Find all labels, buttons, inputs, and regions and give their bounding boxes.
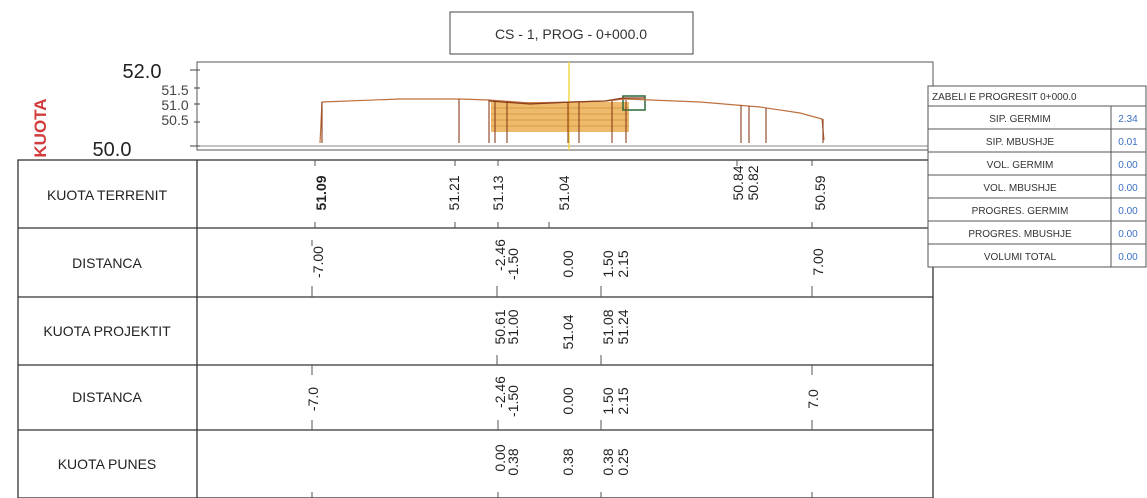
row-values-kuota-terrenit: 51.09 51.21 51.13 51.04 50.84 50.82 50.5… bbox=[313, 165, 828, 210]
cell-value: 2.15 bbox=[615, 387, 631, 414]
summary-table: ZABELI E PROGRESIT 0+000.0 SIP. GERMIM S… bbox=[927, 85, 1147, 268]
row-label-kuota-terrenit: KUOTA TERRENIT bbox=[47, 187, 168, 203]
profile-plot: 52.0 50.0 51.5 51.0 50.5 KUOTA bbox=[31, 61, 934, 161]
cell-value: 2.15 bbox=[615, 250, 631, 277]
summary-label: SIP. MBUSHJE bbox=[986, 137, 1054, 148]
elev-label-510: 51.0 bbox=[161, 97, 188, 113]
cell-value: 50.61 bbox=[492, 309, 508, 344]
row-label-distanca: DISTANCA bbox=[72, 255, 142, 271]
summary-value: 0.00 bbox=[1118, 160, 1138, 171]
cell-value: 1.50 bbox=[600, 387, 616, 414]
cell-value: 0.38 bbox=[560, 448, 576, 475]
row-label-kuota-punes: KUOTA PUNES bbox=[58, 456, 157, 472]
cell-value: 51.00 bbox=[505, 309, 521, 344]
cell-value: 0.25 bbox=[615, 448, 631, 475]
cell-value: -2.46 bbox=[492, 376, 508, 408]
summary-value: 0.00 bbox=[1118, 183, 1138, 194]
cell-value: 7.00 bbox=[810, 248, 826, 275]
cell-value: 50.84 bbox=[730, 165, 746, 200]
cell-value: -1.50 bbox=[505, 248, 521, 280]
cell-value: 1.50 bbox=[600, 250, 616, 277]
row-values-kuota-projektit: 50.61 51.00 51.04 51.08 51.24 bbox=[492, 309, 631, 349]
elev-label-50: 50.0 bbox=[93, 139, 132, 161]
row-label-distanca-2: DISTANCA bbox=[72, 389, 142, 405]
cell-value: 0.38 bbox=[505, 448, 521, 475]
summary-value: 0.00 bbox=[1118, 206, 1138, 217]
cell-value: 0.00 bbox=[492, 444, 508, 471]
cell-value: -7.00 bbox=[310, 246, 326, 278]
elev-label-505: 50.5 bbox=[161, 112, 188, 128]
cell-value: 7.0 bbox=[805, 389, 821, 409]
cell-value: 0.00 bbox=[560, 387, 576, 414]
summary-value: 0.00 bbox=[1118, 252, 1138, 263]
data-table: KUOTA TERRENIT DISTANCA KUOTA PROJEKTIT … bbox=[17, 159, 934, 498]
cell-value: 0.38 bbox=[600, 448, 616, 475]
summary-value: 2.34 bbox=[1118, 114, 1138, 125]
summary-value: 0.00 bbox=[1118, 229, 1138, 240]
summary-label: VOLUMI TOTAL bbox=[984, 252, 1057, 263]
cell-value: 51.04 bbox=[560, 314, 576, 349]
cell-value: 51.24 bbox=[615, 309, 631, 344]
summary-label: SIP. GERMIM bbox=[989, 114, 1051, 125]
summary-value: 0.01 bbox=[1118, 137, 1138, 148]
row-values-kuota-punes: 0.00 0.38 0.38 0.38 0.25 bbox=[492, 444, 631, 475]
cell-value: -7.0 bbox=[305, 387, 321, 411]
elev-label-52: 52.0 bbox=[123, 61, 162, 83]
summary-label: PROGRES. MBUSHJE bbox=[968, 229, 1072, 240]
section-title: CS - 1, PROG - 0+000.0 bbox=[495, 26, 647, 42]
design-line bbox=[488, 97, 645, 105]
kuota-axis-label: KUOTA bbox=[31, 98, 50, 157]
cell-value: -1.50 bbox=[505, 385, 521, 417]
cell-value: -2.46 bbox=[492, 239, 508, 271]
cell-value: 51.09 bbox=[313, 175, 329, 210]
summary-title: ZABELI E PROGRESIT 0+000.0 bbox=[932, 92, 1077, 103]
summary-label: VOL. GERMIM bbox=[987, 160, 1054, 171]
cell-value: 50.59 bbox=[812, 175, 828, 210]
cell-value: 50.82 bbox=[745, 165, 761, 200]
table-ticks bbox=[311, 160, 813, 498]
summary-label: VOL. MBUSHJE bbox=[983, 183, 1057, 194]
section-title-box: CS - 1, PROG - 0+000.0 bbox=[449, 11, 694, 55]
cell-value: 51.13 bbox=[490, 175, 506, 210]
row-label-kuota-projektit: KUOTA PROJEKTIT bbox=[43, 323, 171, 339]
cell-value: 51.04 bbox=[556, 175, 572, 210]
row-values-distanca-2: -7.0 -2.46 -1.50 0.00 1.50 2.15 7.0 bbox=[305, 376, 821, 417]
fill-area bbox=[491, 102, 629, 132]
summary-label: PROGRES. GERMIM bbox=[972, 206, 1069, 217]
row-values-distanca: -7.00 -2.46 -1.50 0.00 1.50 2.15 7.00 bbox=[310, 239, 826, 280]
cell-value: 0.00 bbox=[560, 250, 576, 277]
elev-label-515: 51.5 bbox=[161, 82, 188, 98]
cell-value: 51.21 bbox=[446, 175, 462, 210]
cell-value: 51.08 bbox=[600, 309, 616, 344]
